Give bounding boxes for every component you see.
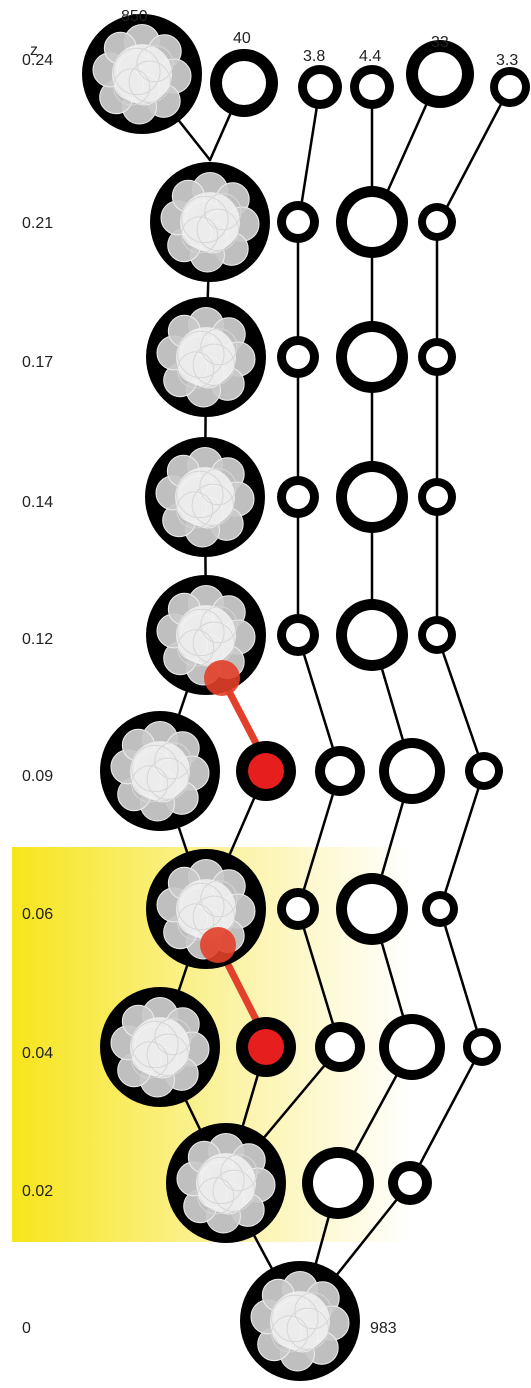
main-halo-z0.21 bbox=[150, 162, 270, 282]
halo-3.3 bbox=[490, 67, 530, 107]
satellite-c-z0.09 bbox=[465, 752, 503, 790]
mass-label-983: 983 bbox=[370, 1320, 397, 1337]
z-label-0.06: 0.06 bbox=[22, 906, 54, 923]
satellite-b-z0.02 bbox=[388, 1161, 432, 1205]
satellite-c-z0.14 bbox=[418, 478, 456, 516]
satellite-b-z0.14 bbox=[336, 461, 408, 533]
satellite-c-z0.17 bbox=[418, 338, 456, 376]
main-halo-z0.09 bbox=[100, 711, 220, 831]
satellite-b-z0.17 bbox=[336, 321, 408, 393]
tree-edge-35 bbox=[408, 1045, 484, 1185]
satellite-a-z0.06 bbox=[277, 888, 319, 930]
satellite-b-z0.21 bbox=[336, 186, 408, 258]
z-label-0.14: 0.14 bbox=[22, 494, 54, 511]
z-axis-title: z bbox=[30, 42, 38, 59]
satellite-a-z0.04 bbox=[315, 1022, 365, 1072]
z-label-0.17: 0.17 bbox=[22, 354, 54, 371]
satellite-c-z0.12 bbox=[418, 616, 456, 654]
mass-label-33: 33 bbox=[431, 34, 449, 51]
satellite-b-z0.09 bbox=[379, 738, 445, 804]
halo-33 bbox=[406, 40, 474, 108]
satellite-b-z0.04 bbox=[379, 1014, 445, 1080]
merger-node-z0.04 bbox=[236, 1017, 296, 1077]
halo-4.4 bbox=[350, 65, 394, 109]
tree-edge-30 bbox=[438, 907, 484, 1049]
tree-edge-21 bbox=[435, 633, 486, 773]
merger-node-z0.09 bbox=[236, 741, 296, 801]
z-label-0.24: 0.24 bbox=[22, 52, 54, 69]
main-halo-z0.14 bbox=[145, 437, 265, 557]
satellite-a-z0.12 bbox=[277, 614, 319, 656]
satellite-a-z0.21 bbox=[277, 201, 319, 243]
merger-origin-z0.12 bbox=[204, 660, 240, 696]
z-label-0.12: 0.12 bbox=[22, 631, 54, 648]
z-label-0.02: 0.02 bbox=[22, 1183, 54, 1200]
z-label-0.04: 0.04 bbox=[22, 1045, 54, 1062]
halo-850 bbox=[82, 14, 202, 134]
mass-label-3.3: 3.3 bbox=[496, 52, 519, 69]
satellite-a-z0.14 bbox=[277, 476, 319, 518]
tree-edge-5 bbox=[435, 85, 512, 228]
satellite-a-z0.02 bbox=[302, 1147, 374, 1219]
z-label-0.09: 0.09 bbox=[22, 768, 54, 785]
halo-3.8 bbox=[298, 65, 342, 109]
mass-label-3.8: 3.8 bbox=[303, 48, 326, 65]
satellite-b-z0.06 bbox=[336, 873, 408, 945]
halo-983 bbox=[240, 1261, 360, 1381]
merger-origin-z0.06 bbox=[200, 927, 236, 963]
satellite-c-z0.21 bbox=[418, 203, 456, 241]
mass-label-40: 40 bbox=[233, 30, 251, 47]
mass-label-850: 850 bbox=[121, 8, 148, 25]
tree-edge-26 bbox=[438, 769, 486, 911]
main-halo-z0.02 bbox=[166, 1123, 286, 1243]
z-label-0.21: 0.21 bbox=[22, 215, 54, 232]
satellite-a-z0.17 bbox=[277, 336, 319, 378]
satellite-c-z0.06 bbox=[422, 891, 458, 927]
halo-40 bbox=[210, 49, 278, 117]
satellite-b-z0.12 bbox=[336, 599, 408, 671]
mass-label-4.4: 4.4 bbox=[359, 48, 382, 65]
satellite-a-z0.09 bbox=[315, 746, 365, 796]
main-halo-z0.04 bbox=[100, 987, 220, 1107]
satellite-c-z0.04 bbox=[463, 1028, 501, 1066]
z-label-0: 0 bbox=[22, 1320, 31, 1337]
main-halo-z0.17 bbox=[146, 297, 266, 417]
